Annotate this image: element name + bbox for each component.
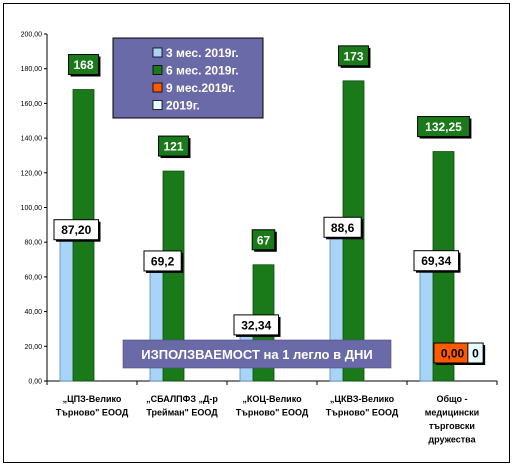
legend-swatch [153, 48, 162, 57]
x-category-label: медицински [425, 408, 479, 418]
y-tick-label: 20,00 [24, 344, 42, 351]
legend-label: 9 мес.2019г. [166, 81, 235, 95]
y-tick-label: 80,00 [24, 240, 42, 247]
y-tick-label: 180,00 [21, 66, 43, 73]
y-tick-label: 160,00 [21, 101, 43, 108]
data-label: 168 [73, 58, 93, 72]
data-label: 32,34 [241, 318, 271, 332]
y-tick-label: 40,00 [24, 309, 42, 316]
data-label: 87,20 [61, 223, 91, 237]
legend-swatch [153, 101, 162, 110]
x-category-label: „СБАЛПФЗ „Д-р [146, 394, 218, 404]
y-tick-label: 60,00 [24, 274, 42, 281]
x-category-label: „КОЦ-Велико [242, 394, 302, 404]
data-label: 121 [163, 140, 183, 154]
y-tick-label: 120,00 [21, 170, 43, 177]
y-tick-label: 140,00 [21, 136, 43, 143]
x-category-label: Общо - [436, 394, 467, 404]
legend-swatch [153, 66, 162, 75]
data-label: 0 [472, 347, 479, 361]
data-label: 88,6 [331, 221, 355, 235]
data-label: 173 [343, 49, 363, 63]
x-category-label: дружества [428, 435, 476, 445]
x-category-label: Търново" ЕООД [56, 408, 129, 418]
x-category-label: търговски [429, 421, 475, 431]
data-label: 69,34 [421, 254, 451, 268]
data-label: 0,00 [441, 347, 465, 361]
annotation-text: ИЗПОЛЗВАЕМОСТ на 1 легло в ДНИ [141, 347, 372, 362]
x-category-label: „ЦКВЗ-Велико [330, 394, 395, 404]
data-label: 69,2 [151, 254, 175, 268]
data-label: 132,25 [425, 120, 462, 134]
y-tick-label: 200,00 [21, 32, 43, 39]
x-category-label: „ЦПЗ-Велико [63, 394, 122, 404]
x-category-label: Търново" ЕООД [236, 408, 309, 418]
legend-label: 2019г. [166, 99, 200, 113]
y-tick-label: 100,00 [21, 205, 43, 212]
legend-swatch [153, 83, 162, 92]
legend-label: 3 мес. 2019г. [166, 46, 239, 60]
data-label: 67 [257, 233, 271, 247]
x-category-label: Търново" ЕООД [326, 408, 399, 418]
legend-label: 6 мес. 2019г. [166, 64, 239, 78]
y-tick-label: 0,00 [28, 379, 42, 386]
x-category-label: Трейман" ЕООД [146, 408, 218, 418]
